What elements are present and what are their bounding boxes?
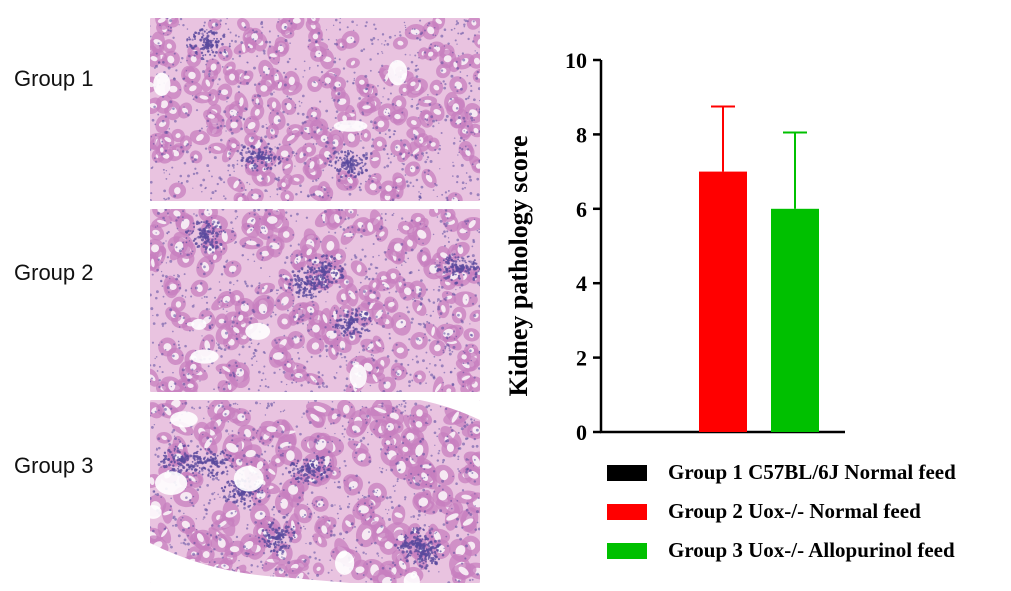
group-1-label: Group 1 <box>14 66 94 91</box>
y-tick-label: 0 <box>576 420 587 445</box>
y-tick-label: 2 <box>576 346 587 371</box>
legend-swatch-group-2 <box>607 504 647 520</box>
legend-label-group-1: Group 1 C57BL/6J Normal feed <box>668 460 956 484</box>
group-3-micrograph <box>150 400 480 583</box>
legend-label-group-3: Group 3 Uox-/- Allopurinol feed <box>668 538 955 562</box>
bar-group-2 <box>699 171 747 432</box>
y-tick-label: 8 <box>576 122 587 147</box>
legend-swatch-group-3 <box>607 543 647 559</box>
bar-group-3 <box>771 208 819 432</box>
legend-label-group-2: Group 2 Uox-/- Normal feed <box>668 499 921 523</box>
y-tick-label: 4 <box>576 271 587 296</box>
bar-chart: Kidney pathology score 0 2 4 6 8 10 <box>504 48 845 445</box>
y-tick-label: 6 <box>576 197 587 222</box>
y-axis-label: Kidney pathology score <box>504 136 533 397</box>
group-2-micrograph <box>150 209 480 392</box>
group-2-label: Group 2 <box>14 260 94 285</box>
legend-swatch-group-1 <box>607 465 647 481</box>
group-1-micrograph <box>150 18 480 201</box>
group-3-label: Group 3 <box>14 453 94 478</box>
y-tick-label: 10 <box>565 48 587 73</box>
